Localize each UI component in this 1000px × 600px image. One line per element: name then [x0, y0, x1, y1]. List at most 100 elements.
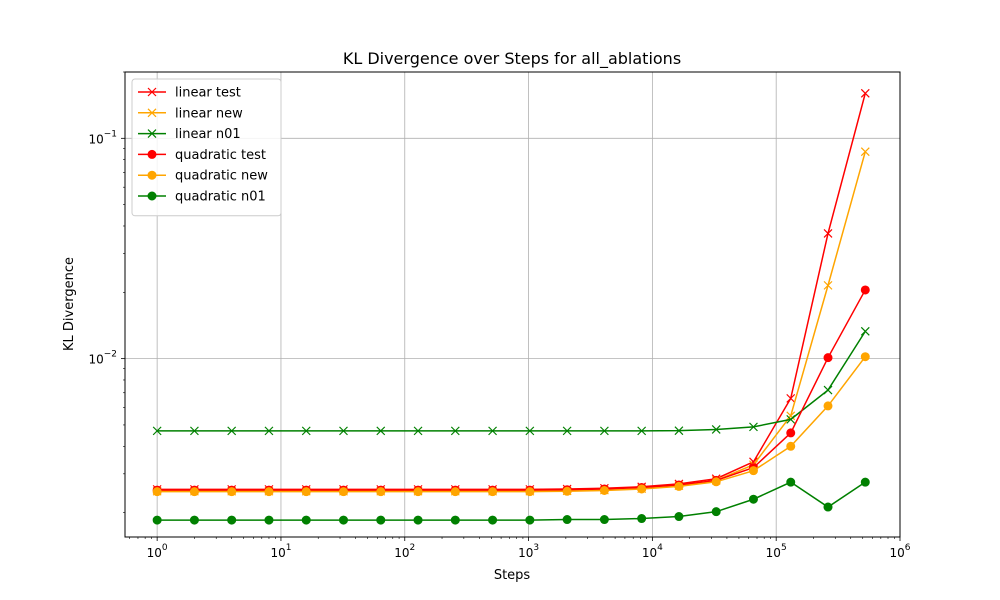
series-quadratic-new	[152, 352, 870, 497]
legend-item: linear n01	[138, 127, 241, 142]
legend-item: quadratic test	[138, 148, 266, 163]
data-point	[599, 515, 609, 525]
data-point	[189, 487, 199, 497]
data-point	[562, 515, 572, 525]
data-point	[749, 422, 758, 432]
data-point	[301, 487, 311, 497]
data-point	[637, 514, 647, 524]
data-point	[562, 426, 572, 436]
legend-box	[131, 78, 282, 217]
data-point	[525, 487, 535, 497]
data-point	[674, 512, 684, 522]
data-point	[488, 515, 498, 525]
data-point	[637, 426, 647, 436]
chart-title: KL Divergence over Steps for all_ablatio…	[343, 49, 681, 69]
x-tick-label: 106	[889, 543, 910, 560]
plot-frame	[124, 71, 901, 538]
data-point	[786, 393, 796, 403]
data-point	[786, 411, 796, 421]
data-point	[525, 426, 535, 436]
data-point	[189, 426, 199, 436]
data-point	[413, 515, 423, 525]
data-point	[674, 481, 684, 491]
legend-label: quadratic n01	[175, 190, 266, 205]
data-point	[152, 487, 162, 497]
data-point	[823, 229, 833, 238]
data-point	[599, 486, 609, 496]
data-point	[562, 486, 572, 496]
data-point	[748, 494, 758, 504]
data-point	[264, 515, 274, 525]
data-point	[152, 426, 162, 436]
data-point	[786, 441, 796, 451]
data-point	[823, 385, 833, 395]
data-point	[823, 502, 833, 512]
data-point	[376, 487, 386, 497]
data-point	[152, 515, 162, 525]
data-point	[711, 507, 721, 517]
legend-label: quadratic new	[175, 169, 268, 184]
data-point	[450, 487, 460, 497]
legend-label: linear n01	[175, 127, 241, 142]
y-tick-label: 10−1	[88, 129, 117, 146]
data-point	[227, 426, 237, 436]
legend-label: quadratic test	[175, 148, 266, 163]
x-tick-label: 104	[642, 543, 663, 560]
data-point	[338, 487, 348, 497]
legend-item: quadratic n01	[138, 190, 266, 205]
data-point	[674, 426, 684, 436]
y-tick-label: 10−2	[88, 350, 117, 367]
data-point	[339, 426, 348, 436]
data-point	[860, 147, 870, 157]
data-point	[488, 487, 498, 497]
legend-label: linear new	[175, 106, 243, 121]
data-point	[227, 515, 237, 525]
legend-item: linear test	[138, 86, 241, 101]
data-point	[637, 484, 647, 494]
series-linear-n01	[152, 326, 870, 436]
data-point	[599, 426, 609, 436]
data-point	[189, 515, 199, 525]
data-point	[860, 88, 870, 98]
data-point	[525, 515, 535, 525]
data-point	[711, 477, 721, 487]
legend-label: linear test	[175, 86, 241, 101]
data-point	[301, 515, 311, 525]
data-point	[413, 426, 423, 436]
series-line-linear-n01	[157, 330, 866, 432]
data-point	[711, 425, 721, 434]
legend-item: quadratic new	[138, 169, 268, 184]
x-tick-label: 101	[270, 543, 291, 560]
series-quadratic-n01	[152, 477, 870, 525]
data-point	[860, 285, 870, 295]
data-point	[488, 426, 498, 436]
ticks: 100 101 102 103 104 105 106 10−2 10−1	[88, 71, 911, 560]
data-point	[786, 414, 796, 424]
x-tick-label: 100	[147, 543, 168, 560]
data-point	[264, 487, 274, 497]
x-tick-label: 105	[766, 543, 787, 560]
x-tick-label: 102	[394, 543, 415, 560]
series-layer	[152, 88, 870, 525]
series-line-quadratic-n01	[157, 481, 866, 521]
x-axis-title: Steps	[494, 568, 531, 583]
data-point	[413, 487, 423, 497]
y-axis-title: KL Divergence	[62, 257, 77, 351]
data-point	[860, 326, 870, 336]
legend-item: linear new	[138, 106, 243, 121]
data-point	[450, 426, 460, 436]
series-line-quadratic-new	[157, 356, 866, 493]
series-line-quadratic-test	[157, 289, 866, 491]
data-point	[786, 477, 796, 487]
data-point	[301, 426, 311, 436]
data-point	[748, 466, 758, 476]
data-point	[860, 477, 870, 487]
data-point	[450, 515, 460, 525]
data-point	[823, 353, 833, 363]
data-point	[823, 401, 833, 411]
data-point	[823, 280, 833, 290]
data-point	[227, 487, 237, 497]
data-point	[376, 426, 386, 436]
data-point	[860, 352, 870, 362]
